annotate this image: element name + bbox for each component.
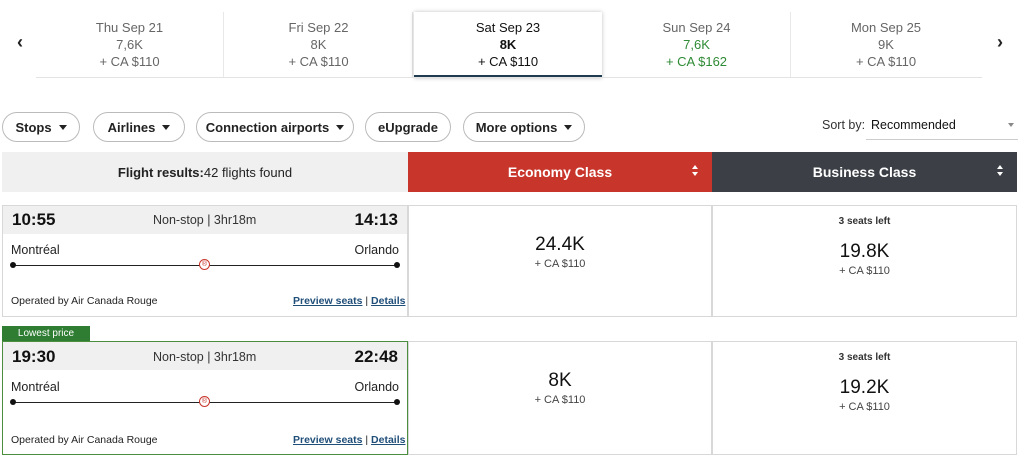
date-fee: + CA $110 bbox=[477, 54, 539, 69]
caret-down-icon bbox=[336, 124, 345, 130]
preview-seats-link[interactable]: Preview seats bbox=[293, 434, 363, 446]
airlines-filter-label: Airlines bbox=[107, 119, 156, 135]
flight-links: Preview seats | Details bbox=[293, 434, 405, 446]
date-label: Sun Sep 24 bbox=[662, 20, 731, 35]
date-label: Mon Sep 25 bbox=[850, 20, 922, 35]
chevron-left-icon[interactable]: ‹ bbox=[17, 32, 23, 52]
caret-down-icon bbox=[564, 124, 573, 130]
sort-toggle-icon bbox=[997, 165, 1005, 179]
business-fee: + CA $110 bbox=[839, 265, 890, 277]
economy-fare-cell[interactable]: 8K + CA $110 bbox=[408, 341, 712, 455]
details-link[interactable]: Details bbox=[371, 295, 406, 307]
business-points: 19.2K bbox=[839, 377, 890, 398]
date-points: 7,6K bbox=[116, 37, 143, 52]
operator-text: Operated by Air Canada Rouge bbox=[11, 295, 158, 307]
link-separator: | bbox=[365, 434, 369, 446]
stops-filter-label: Stops bbox=[15, 119, 52, 135]
date-points: 7,6K bbox=[683, 37, 710, 52]
sort-by-label: Sort by: bbox=[822, 118, 866, 132]
date-option-sep-23-selected[interactable]: Sat Sep 23 8K + CA $110 bbox=[414, 12, 602, 78]
date-fee: + CA $110 bbox=[855, 54, 917, 69]
economy-points: 24.4K bbox=[535, 234, 585, 255]
business-class-header[interactable]: Business Class bbox=[712, 152, 1017, 192]
date-option-sep-24[interactable]: Sun Sep 24 7,6K + CA $162 bbox=[603, 12, 791, 78]
details-link[interactable]: Details bbox=[371, 434, 406, 446]
caret-down-icon bbox=[1008, 123, 1014, 127]
departure-time: 10:55 bbox=[12, 210, 56, 229]
air-canada-rouge-logo-icon: ® bbox=[199, 259, 210, 270]
lowest-price-badge: Lowest price bbox=[2, 326, 90, 341]
destination-city: Orlando bbox=[354, 243, 399, 257]
seats-left-notice: 3 seats left bbox=[838, 352, 891, 363]
date-fee: + CA $162 bbox=[665, 54, 728, 69]
connection-airports-filter-label: Connection airports bbox=[205, 119, 330, 135]
seats-left-notice: 3 seats left bbox=[838, 216, 891, 227]
flight-times-bar bbox=[3, 342, 407, 370]
results-header: Flight results: 42 flights found bbox=[2, 152, 408, 192]
date-option-sep-22[interactable]: Fri Sep 22 8K + CA $110 bbox=[225, 12, 413, 78]
date-option-sep-25[interactable]: Mon Sep 25 9K + CA $110 bbox=[792, 12, 980, 78]
airlines-filter-button[interactable]: Airlines bbox=[93, 112, 185, 142]
caret-down-icon bbox=[162, 124, 171, 130]
stops-filter-button[interactable]: Stops bbox=[2, 112, 80, 142]
date-label: Fri Sep 22 bbox=[288, 20, 349, 35]
business-fare-cell[interactable]: 3 seats left 19.2K + CA $110 bbox=[712, 341, 1017, 455]
departure-time: 19:30 bbox=[12, 347, 56, 366]
flight-times-bar bbox=[3, 206, 407, 234]
business-fare-cell[interactable]: 3 seats left 19.8K + CA $110 bbox=[712, 205, 1017, 317]
date-fee: + CA $110 bbox=[288, 54, 349, 69]
results-count: 42 flights found bbox=[203, 164, 293, 180]
more-options-button[interactable]: More options bbox=[463, 112, 585, 142]
connection-airports-filter-button[interactable]: Connection airports bbox=[196, 112, 354, 142]
origin-city: Montréal bbox=[11, 243, 60, 257]
preview-seats-link[interactable]: Preview seats bbox=[293, 295, 363, 307]
eupgrade-filter-button[interactable]: eUpgrade bbox=[365, 112, 451, 142]
date-points: 9K bbox=[878, 37, 894, 52]
divider bbox=[36, 77, 982, 78]
destination-dot bbox=[394, 399, 400, 405]
results-title: Flight results: bbox=[117, 164, 204, 180]
flight-stops-duration: Non-stop | 3hr18m bbox=[153, 213, 257, 227]
sort-selected-value: Recommended bbox=[871, 118, 956, 132]
flight-row-1: 10:55 Non-stop | 3hr18m 14:13 Montréal O… bbox=[2, 205, 408, 317]
flight-links: Preview seats | Details bbox=[293, 295, 405, 307]
arrival-time: 22:48 bbox=[354, 347, 398, 366]
date-option-sep-21[interactable]: Thu Sep 21 7,6K + CA $110 bbox=[36, 12, 224, 78]
eupgrade-filter-label: eUpgrade bbox=[378, 119, 438, 135]
air-canada-rouge-logo-icon: ® bbox=[199, 396, 210, 407]
economy-fee: + CA $110 bbox=[534, 394, 586, 406]
caret-down-icon bbox=[58, 124, 67, 130]
chevron-right-icon[interactable]: › bbox=[997, 32, 1003, 52]
business-points: 19.8K bbox=[839, 241, 890, 262]
economy-fee: + CA $110 bbox=[534, 258, 586, 270]
arrival-time: 14:13 bbox=[354, 210, 398, 229]
economy-class-header[interactable]: Economy Class bbox=[408, 152, 712, 192]
sort-toggle-icon bbox=[692, 165, 700, 179]
date-carousel: ‹ Thu Sep 21 7,6K + CA $110 Fri Sep 22 8… bbox=[0, 0, 1024, 82]
flight-row-2: 19:30 Non-stop | 3hr18m 22:48 Montréal O… bbox=[2, 341, 408, 455]
date-points: 8K bbox=[310, 37, 327, 52]
date-fee: + CA $110 bbox=[99, 54, 160, 69]
link-separator: | bbox=[365, 295, 369, 307]
date-label: Thu Sep 21 bbox=[95, 20, 164, 35]
business-fee: + CA $110 bbox=[839, 401, 890, 413]
origin-dot bbox=[10, 262, 16, 268]
economy-fare-cell[interactable]: 24.4K + CA $110 bbox=[408, 205, 712, 317]
origin-city: Montréal bbox=[11, 380, 60, 394]
economy-points: 8K bbox=[548, 370, 572, 391]
date-label: Sat Sep 23 bbox=[475, 20, 541, 35]
origin-dot bbox=[10, 399, 16, 405]
flight-stops-duration: Non-stop | 3hr18m bbox=[153, 350, 257, 364]
destination-dot bbox=[394, 262, 400, 268]
economy-class-label: Economy Class bbox=[507, 164, 613, 180]
sort-select[interactable]: Recommended bbox=[866, 114, 1018, 140]
destination-city: Orlando bbox=[354, 380, 399, 394]
business-class-label: Business Class bbox=[812, 164, 917, 180]
operator-text: Operated by Air Canada Rouge bbox=[11, 434, 158, 446]
more-options-label: More options bbox=[475, 119, 558, 135]
date-points: 8K bbox=[499, 37, 517, 52]
